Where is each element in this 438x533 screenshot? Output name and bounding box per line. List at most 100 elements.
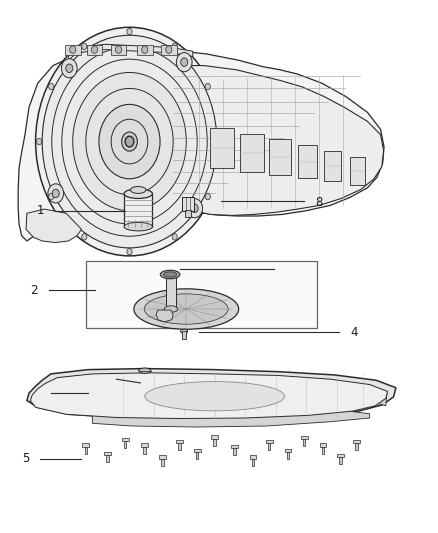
Bar — [303, 439, 305, 446]
Polygon shape — [370, 385, 387, 406]
Circle shape — [116, 46, 122, 53]
Bar — [321, 447, 324, 454]
Ellipse shape — [131, 187, 146, 193]
Bar — [194, 449, 201, 452]
Bar — [353, 440, 360, 443]
Ellipse shape — [163, 272, 177, 277]
Bar — [211, 435, 218, 439]
Bar — [196, 452, 198, 459]
Circle shape — [191, 204, 198, 213]
Text: 6: 6 — [32, 386, 40, 400]
Text: 7: 7 — [96, 373, 103, 386]
Bar — [266, 440, 272, 443]
Circle shape — [166, 46, 172, 53]
Polygon shape — [171, 66, 384, 215]
Bar — [319, 443, 326, 447]
Circle shape — [125, 136, 134, 147]
Bar — [337, 454, 344, 457]
Ellipse shape — [124, 222, 152, 231]
Bar — [268, 443, 271, 450]
Bar — [210, 128, 234, 168]
Circle shape — [48, 184, 64, 203]
Circle shape — [70, 46, 76, 53]
Circle shape — [172, 233, 177, 240]
Circle shape — [42, 35, 217, 248]
Bar — [106, 455, 109, 462]
Circle shape — [181, 58, 188, 67]
Bar — [339, 457, 342, 464]
Bar — [141, 443, 148, 447]
Bar — [250, 456, 257, 459]
Bar — [159, 456, 166, 459]
Polygon shape — [27, 368, 396, 418]
Bar — [355, 443, 358, 450]
Bar — [182, 197, 194, 211]
Bar — [111, 45, 127, 55]
Bar — [161, 45, 177, 55]
Circle shape — [187, 199, 202, 218]
Circle shape — [127, 28, 132, 35]
Bar — [166, 276, 176, 309]
Bar — [144, 447, 146, 454]
Ellipse shape — [134, 289, 239, 329]
Polygon shape — [57, 374, 92, 411]
Bar — [252, 459, 254, 466]
Ellipse shape — [160, 270, 180, 279]
Bar — [287, 452, 289, 459]
Bar — [350, 157, 365, 184]
Ellipse shape — [124, 189, 152, 198]
Text: 8: 8 — [315, 196, 322, 209]
Bar — [87, 45, 102, 55]
Polygon shape — [68, 44, 193, 60]
Text: 5: 5 — [22, 453, 29, 465]
Bar — [137, 45, 152, 55]
Bar — [161, 459, 163, 466]
Ellipse shape — [180, 329, 187, 334]
Circle shape — [81, 233, 87, 240]
Ellipse shape — [145, 382, 285, 411]
Text: 3: 3 — [285, 263, 292, 276]
Circle shape — [122, 132, 138, 151]
Bar — [85, 447, 87, 454]
Bar — [86, 261, 317, 328]
Bar — [178, 443, 181, 450]
Bar — [297, 145, 317, 178]
Polygon shape — [18, 47, 384, 241]
Circle shape — [81, 43, 87, 50]
Circle shape — [52, 189, 59, 198]
Circle shape — [92, 46, 98, 53]
Bar — [185, 209, 191, 217]
Circle shape — [35, 27, 223, 256]
Bar — [124, 193, 152, 227]
Bar — [269, 139, 291, 175]
Circle shape — [36, 139, 42, 145]
Circle shape — [61, 59, 77, 78]
Bar — [177, 440, 183, 443]
Ellipse shape — [139, 368, 151, 373]
Bar — [231, 445, 238, 448]
Polygon shape — [156, 310, 173, 322]
Bar — [82, 443, 89, 447]
Circle shape — [49, 83, 54, 90]
Text: 1: 1 — [37, 204, 44, 217]
Text: 2: 2 — [30, 284, 38, 297]
Circle shape — [49, 193, 54, 200]
Bar — [124, 441, 127, 448]
Circle shape — [142, 46, 148, 53]
Polygon shape — [30, 373, 388, 418]
Bar — [240, 134, 264, 172]
Text: 4: 4 — [350, 326, 357, 339]
Polygon shape — [26, 209, 81, 243]
Bar — [213, 439, 216, 446]
Circle shape — [99, 104, 160, 179]
Bar — [122, 438, 128, 441]
Bar — [285, 449, 291, 452]
Bar — [233, 448, 236, 455]
Circle shape — [172, 43, 177, 50]
Circle shape — [217, 139, 223, 145]
Polygon shape — [92, 405, 370, 427]
Circle shape — [73, 72, 186, 211]
Circle shape — [127, 248, 132, 255]
Ellipse shape — [164, 306, 178, 312]
Bar — [104, 452, 111, 455]
